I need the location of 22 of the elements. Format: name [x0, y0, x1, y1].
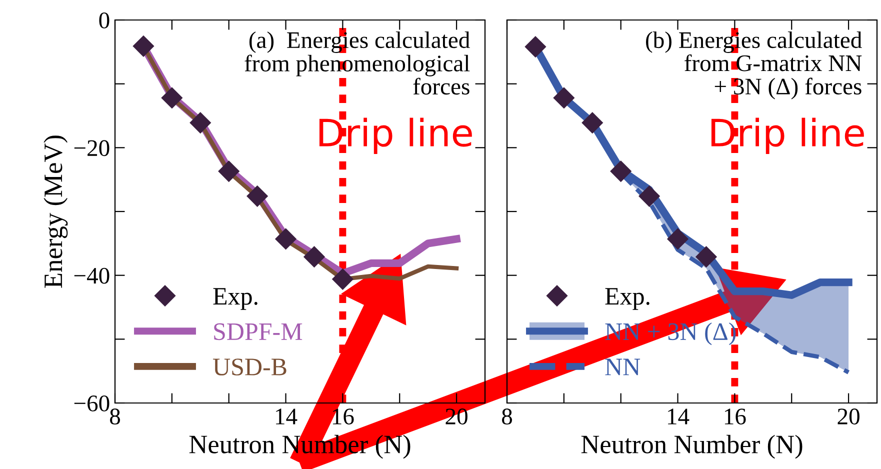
y-tick-label: −20 — [74, 140, 110, 156]
legend-label: USD-B — [213, 358, 286, 376]
legend-label: NN — [605, 358, 640, 376]
y-axis-title: Energy (MeV) — [44, 136, 68, 288]
x-tick-label: 16 — [724, 408, 746, 424]
y-tick-label: −60 — [74, 395, 110, 412]
legend-label: Exp. — [213, 288, 258, 310]
y-tick-label: −40 — [74, 268, 110, 284]
annotation: Drip line — [319, 118, 472, 154]
legend-label: Exp. — [605, 288, 650, 310]
annotation: (b) Energies calculated from G-matrix NN + 3N (Δ) forces — [646, 31, 862, 100]
x-tick-label: 8 — [110, 408, 120, 424]
x-tick-label: 16 — [332, 408, 354, 424]
x-axis-title: Neutron Number (N) — [581, 434, 802, 459]
x-tick-label: 8 — [502, 408, 512, 424]
x-tick-label: 14 — [668, 408, 690, 424]
x-tick-label: 14 — [276, 408, 298, 424]
annotation: Drip line — [711, 118, 864, 154]
y-tick-label: 0 — [99, 12, 110, 28]
legend-label: SDPF-M — [214, 323, 302, 340]
annotation: (a) Energies calculated from phenomenological forces — [244, 31, 470, 95]
x-tick-label: 20 — [838, 408, 860, 424]
